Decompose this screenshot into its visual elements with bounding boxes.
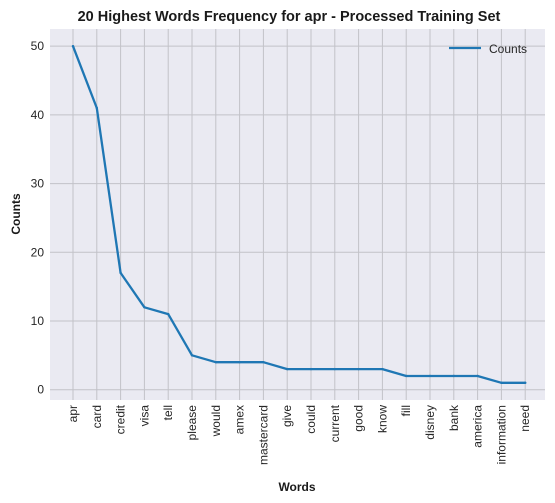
data-point	[167, 312, 170, 316]
x-tick-label: card	[90, 405, 104, 428]
x-tick-label: america	[471, 405, 485, 448]
data-point	[309, 367, 313, 371]
y-tick-label: 50	[31, 39, 45, 53]
data-point	[500, 381, 503, 385]
data-point	[381, 367, 384, 371]
x-tick-label: mastercard	[256, 405, 270, 465]
x-tick-label: disney	[423, 405, 437, 440]
plot-area	[50, 29, 545, 400]
grid	[50, 29, 545, 400]
data-point	[357, 367, 360, 371]
x-tick-label: tell	[161, 405, 175, 420]
data-point	[286, 367, 289, 371]
x-tick-label: good	[352, 405, 366, 432]
data-point	[428, 374, 432, 378]
data-point	[524, 381, 527, 385]
data-point	[119, 271, 122, 275]
x-tick-label: current	[328, 404, 342, 442]
data-point	[95, 106, 99, 110]
data-point	[71, 44, 75, 48]
y-tick-label: 20	[31, 245, 45, 259]
x-tick-label: amex	[233, 405, 247, 434]
x-axis-label: Words	[278, 480, 315, 494]
data-point	[190, 354, 194, 357]
legend: Counts	[449, 42, 527, 56]
x-tick-label: apr	[66, 405, 80, 422]
x-axis-ticks: apr card credit visa tell please would amex mast…	[66, 404, 532, 465]
y-tick-label: 30	[31, 177, 45, 191]
y-axis-label: Counts	[9, 193, 23, 235]
x-tick-label: could	[304, 405, 318, 434]
x-tick-label: know	[375, 405, 389, 433]
data-point	[238, 361, 241, 364]
x-tick-label: bank	[447, 404, 461, 431]
data-point	[262, 361, 265, 364]
data-point	[476, 374, 479, 378]
x-tick-label: credit	[114, 404, 128, 434]
data-points	[71, 44, 527, 385]
data-point	[333, 367, 336, 371]
x-tick-label: please	[185, 405, 199, 441]
x-tick-label: need	[518, 405, 532, 432]
legend-label: Counts	[489, 42, 527, 56]
data-point	[452, 374, 455, 378]
x-tick-label: information	[494, 405, 508, 464]
y-axis-ticks: 0 10 20 30 40 50	[31, 39, 45, 397]
y-tick-label: 40	[31, 108, 45, 122]
y-tick-label: 0	[37, 383, 44, 397]
data-point	[214, 361, 217, 364]
x-tick-label: give	[280, 405, 294, 427]
data-point	[143, 306, 146, 309]
x-tick-label: would	[209, 405, 223, 437]
chart-title: 20 Highest Words Frequency for apr - Pro…	[78, 9, 501, 25]
data-point	[405, 374, 408, 378]
x-tick-label: visa	[137, 405, 151, 427]
series-line-counts	[71, 45, 527, 384]
x-tick-label: fill	[399, 405, 413, 416]
y-tick-label: 10	[31, 314, 45, 328]
